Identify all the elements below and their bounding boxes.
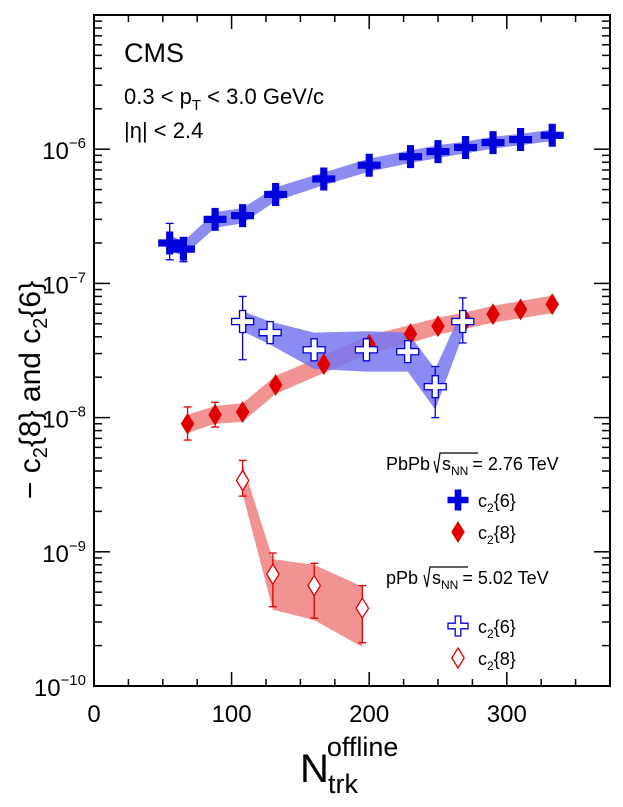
data-point [235, 401, 250, 423]
data-point [545, 293, 559, 316]
data-point [231, 204, 255, 228]
data-point [302, 338, 326, 362]
x-axis-title-sub: trk [328, 769, 358, 799]
data-point [423, 375, 447, 399]
data-point [451, 309, 475, 334]
data-point [312, 167, 336, 191]
data-point [230, 309, 255, 334]
sqrt-symbol [433, 452, 478, 474]
data-point [158, 231, 182, 255]
data-point [258, 320, 282, 345]
data-point [208, 403, 222, 426]
legend-entry-label: c2{8} [478, 523, 516, 547]
data-point [317, 353, 331, 376]
pt-range-annotation: 0.3 < pT < 3.0 GeV/c [124, 84, 324, 114]
data-point [235, 469, 250, 492]
y-tick-label: 10−9 [42, 538, 86, 568]
data-point [431, 315, 445, 338]
data-markers [158, 123, 564, 620]
data-point [447, 489, 469, 511]
data-point [447, 615, 469, 637]
data-point [354, 338, 379, 362]
legend-energy-label: sNN = 2.76 TeV [442, 454, 559, 478]
data-point [203, 207, 227, 231]
data-point [171, 237, 195, 261]
data-point [513, 298, 528, 321]
data-point [180, 412, 195, 435]
data-point [357, 153, 381, 177]
data-point [451, 521, 465, 543]
data-point [486, 303, 500, 326]
legend-energy-label: sNN = 5.02 TeV [432, 568, 549, 592]
y-tick-label: 10−8 [42, 404, 86, 434]
data-point [451, 646, 465, 670]
axis-ticks [93, 15, 610, 687]
data-point [540, 123, 564, 147]
y-tick-label: 10−7 [42, 269, 86, 299]
plot-frame [93, 14, 611, 687]
legend-entry-label: c2{8} [478, 649, 516, 673]
x-axis-title: Noffline [300, 732, 398, 791]
uncertainty-band [242, 464, 363, 648]
data-point [509, 128, 533, 152]
data-point [268, 374, 283, 396]
data-point [481, 131, 505, 155]
y-axis-title: − c2{8} and c2{6} [14, 281, 52, 499]
data-point [426, 140, 450, 164]
legend: PbPb sNN = 2.76 TeV c2{6} c2{8} pPb sNN = 5.0… [386, 452, 559, 673]
legend-entry-label: c2{6} [478, 491, 516, 515]
sqrt-symbol [423, 566, 468, 588]
tick-labels: 0 100 200 300 10−10 10−9 10−8 10−7 10−6 [34, 135, 527, 728]
chart-title: CMS [124, 38, 184, 68]
x-tick-label: 300 [487, 701, 527, 728]
data-point [307, 574, 322, 597]
x-tick-label: 100 [212, 701, 252, 728]
data-point [265, 563, 280, 586]
data-point [355, 596, 370, 620]
data-point [454, 135, 478, 159]
data-point [264, 182, 288, 206]
legend-system-label: pPb [386, 568, 418, 588]
data-point [396, 340, 420, 364]
x-tick-label: 200 [349, 701, 389, 728]
y-tick-label: 10−10 [34, 672, 86, 702]
x-tick-label: 0 [87, 701, 100, 728]
eta-annotation: |η| < 2.4 [124, 118, 203, 143]
legend-entry-label: c2{6} [478, 617, 516, 641]
data-point [398, 145, 422, 169]
y-tick-label: 10−6 [42, 135, 86, 165]
legend-system-label: PbPb [386, 454, 430, 474]
